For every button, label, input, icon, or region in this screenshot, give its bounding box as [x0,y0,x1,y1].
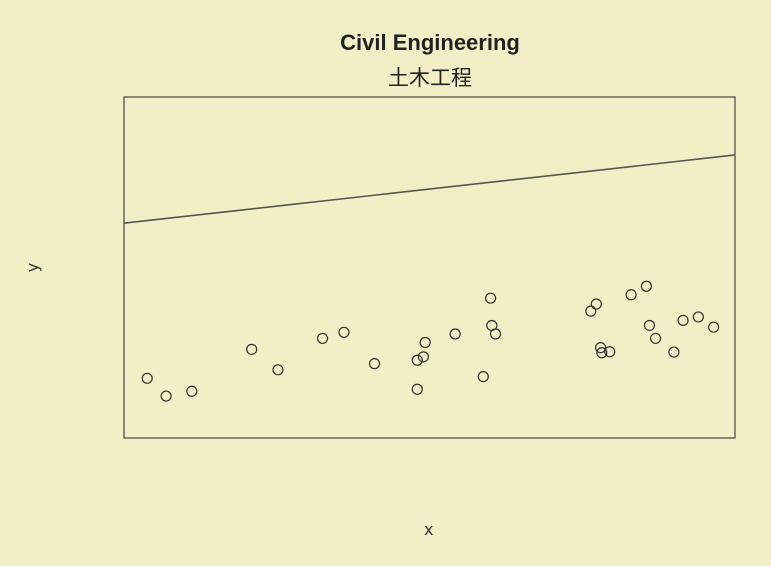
data-point [186,385,198,397]
data-point [604,346,616,358]
data-point [649,332,662,345]
x-axis-label: x [424,520,434,539]
data-point [419,336,431,349]
plot-area-frame [123,96,736,439]
data-point [449,328,461,340]
data-point [316,332,329,345]
data-point [590,298,602,310]
data-point [596,347,608,359]
data-point [594,342,607,354]
data-point [677,314,689,326]
data-point [338,326,350,338]
data-point [160,390,172,402]
data-point [668,346,680,358]
data-point [640,280,653,292]
data-point [411,354,423,366]
series-layer [123,154,736,402]
chart-subtitle: 土木工程 [388,66,472,90]
data-point [643,319,656,332]
data-point [368,358,381,370]
chart-title: Civil Engineering [340,30,520,55]
data-point [585,305,597,317]
data-point [141,372,153,384]
data-point [625,289,637,301]
trend-line [123,154,736,224]
data-point [246,343,258,355]
data-point [411,383,423,395]
data-point [485,292,497,304]
data-point [417,351,429,363]
data-point [272,364,284,376]
data-point [489,328,502,340]
data-point [692,311,704,323]
data-point [708,321,720,333]
data-point [477,371,489,383]
